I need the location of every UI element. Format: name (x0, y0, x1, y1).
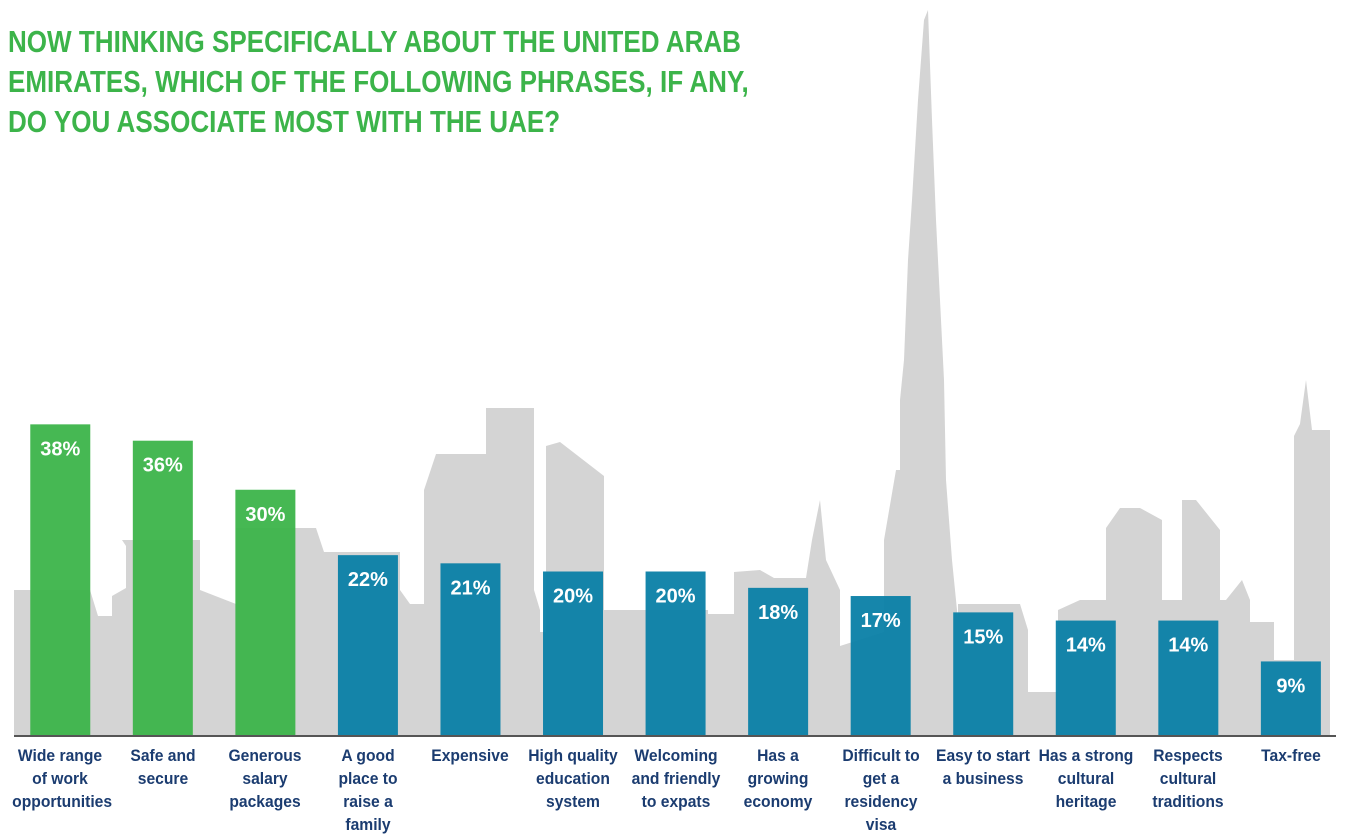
bar (1055, 620, 1116, 735)
x-tick-label: A good place to raise a family (338, 746, 398, 834)
value-label: 17% (861, 610, 901, 632)
value-label: 21% (450, 577, 490, 599)
bar (850, 596, 911, 735)
x-tick-label: Tax-free (1261, 746, 1321, 765)
value-label: 36% (143, 455, 183, 477)
bar (235, 489, 296, 735)
chart-title: NOW THINKING SPECIFICALLY ABOUT THE UNIT… (8, 24, 749, 139)
bar (953, 612, 1014, 735)
bar (645, 571, 706, 735)
x-tick-label: Difficult to get a residency visa (842, 746, 920, 834)
bar (30, 424, 91, 735)
x-tick-label: Expensive (431, 746, 510, 765)
bar (337, 555, 398, 735)
x-tick-label: Respects cultural traditions (1152, 746, 1224, 811)
x-tick-label: Wide range of work opportunities (12, 746, 113, 811)
bar (132, 440, 193, 735)
value-label: 14% (1066, 635, 1106, 657)
x-tick-label: Welcoming and friendly to expats (631, 746, 720, 811)
value-label: 38% (40, 438, 80, 460)
value-label: 14% (1168, 635, 1208, 657)
value-label: 22% (348, 569, 388, 591)
bar (1158, 620, 1219, 735)
bar (440, 563, 501, 735)
x-tick-label: Easy to start a business (936, 746, 1031, 788)
x-tick-label: Generous salary packages (228, 746, 302, 811)
value-label: 20% (553, 586, 593, 608)
value-label: 15% (963, 626, 1003, 648)
x-tick-label: Has a strong cultural heritage (1038, 746, 1134, 811)
x-tick-label: Has a growing economy (743, 746, 813, 811)
value-label: 9% (1276, 675, 1305, 697)
x-tick-label: Safe and secure (130, 746, 196, 788)
value-label: 30% (245, 504, 285, 526)
x-tick-label: High quality education system (528, 746, 618, 811)
value-label: 18% (758, 602, 798, 624)
value-label: 20% (656, 586, 696, 608)
bar (1260, 661, 1321, 735)
bar (543, 571, 604, 735)
bar (748, 587, 809, 735)
